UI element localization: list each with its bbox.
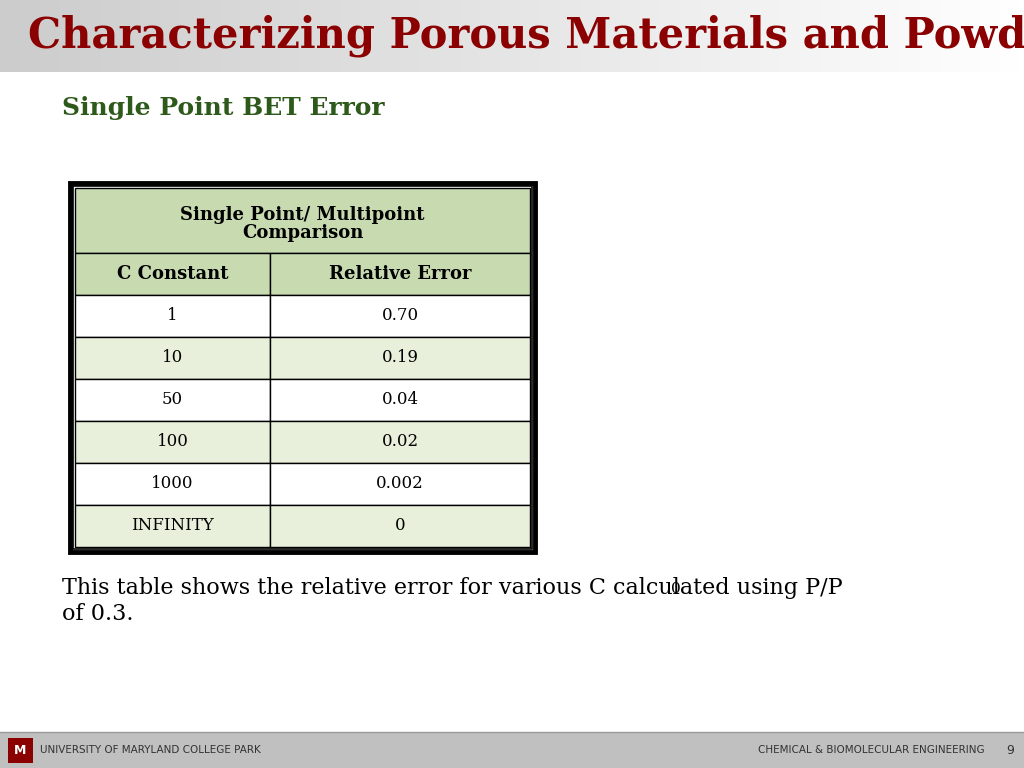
Bar xyxy=(270,295,530,337)
Text: 0.70: 0.70 xyxy=(381,307,419,325)
Bar xyxy=(75,505,270,547)
Text: Single Point/ Multipoint: Single Point/ Multipoint xyxy=(180,207,425,224)
Text: INFINITY: INFINITY xyxy=(131,518,214,535)
Bar xyxy=(270,379,530,421)
Bar xyxy=(270,421,530,463)
Bar xyxy=(75,379,270,421)
Bar xyxy=(70,183,535,552)
Text: Characterizing Porous Materials and Powders: Characterizing Porous Materials and Powd… xyxy=(28,15,1024,58)
Bar xyxy=(270,337,530,379)
Bar xyxy=(8,738,33,763)
Text: This table shows the relative error for various C calculated using P/P: This table shows the relative error for … xyxy=(62,577,843,599)
Text: Single Point BET Error: Single Point BET Error xyxy=(62,96,384,120)
Bar xyxy=(75,253,270,295)
Text: 0: 0 xyxy=(394,518,406,535)
Text: M: M xyxy=(14,744,27,757)
Bar xyxy=(73,186,532,549)
Bar xyxy=(75,188,530,253)
Text: 0.02: 0.02 xyxy=(381,433,419,451)
Text: 0.002: 0.002 xyxy=(376,475,424,492)
Text: of 0.3.: of 0.3. xyxy=(62,603,133,625)
Text: 1: 1 xyxy=(167,307,178,325)
Text: 9: 9 xyxy=(1007,743,1014,756)
Bar xyxy=(0,732,1024,768)
Bar xyxy=(75,337,270,379)
Bar xyxy=(75,421,270,463)
Text: C Constant: C Constant xyxy=(117,265,228,283)
Text: UNIVERSITY OF MARYLAND COLLEGE PARK: UNIVERSITY OF MARYLAND COLLEGE PARK xyxy=(40,745,261,755)
Bar xyxy=(270,505,530,547)
Text: 100: 100 xyxy=(157,433,188,451)
Text: 10: 10 xyxy=(162,349,183,366)
Text: 0: 0 xyxy=(671,582,681,596)
Text: 50: 50 xyxy=(162,392,183,409)
Bar xyxy=(270,253,530,295)
Text: Relative Error: Relative Error xyxy=(329,265,471,283)
Text: 0.04: 0.04 xyxy=(381,392,419,409)
Bar xyxy=(75,463,270,505)
Text: 0.19: 0.19 xyxy=(382,349,419,366)
Text: Comparison: Comparison xyxy=(242,223,364,241)
Text: 1000: 1000 xyxy=(152,475,194,492)
Bar xyxy=(75,295,270,337)
Text: CHEMICAL & BIOMOLECULAR ENGINEERING: CHEMICAL & BIOMOLECULAR ENGINEERING xyxy=(759,745,985,755)
Bar xyxy=(270,463,530,505)
